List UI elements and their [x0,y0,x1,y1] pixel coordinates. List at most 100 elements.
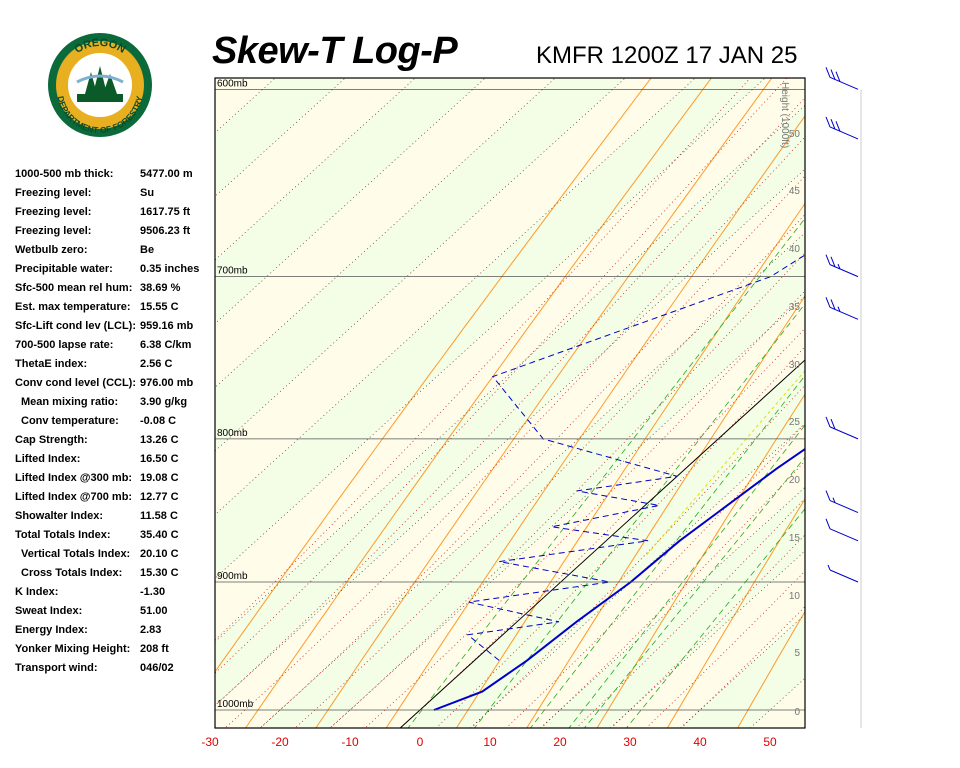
index-row: Sfc-Lift cond lev (LCL): 959.16 mb [15,320,210,339]
height-tick-label: 40 [789,244,801,255]
isotherm-band [215,78,626,451]
wind-barb [825,416,859,440]
wind-barb [827,564,859,583]
index-value: 12.77 C [140,491,179,503]
plot-frame [214,77,806,729]
temperature-tick-label: 40 [693,735,707,749]
index-label: Conv cond level (CCL): [15,377,137,389]
index-label: Lifted Index: [15,453,81,465]
index-value: 5477.00 m [140,168,193,180]
index-label: Cross Totals Index: [21,567,123,579]
index-row: Conv cond level (CCL): 976.00 mb [15,377,210,396]
index-row: Lifted Index: 16.50 C [15,453,210,472]
indices-panel: 1000-500 mb thick: 5477.00 m Freezing leve… [15,168,210,681]
wind-barb [825,490,859,513]
height-tick-label: 50 [789,129,801,140]
index-row: Cross Totals Index: 15.30 C [15,567,210,586]
index-row: 700-500 lapse rate: 6.38 C/km [15,339,210,358]
index-label: Mean mixing ratio: [21,396,119,408]
dewpoint-line [466,254,805,661]
index-value: 11.58 C [140,510,178,522]
index-value: 20.10 C [140,548,179,560]
index-value: 13.26 C [140,434,179,446]
index-row: Precipitable water: 0.35 inches [15,263,210,282]
isotherm-band [750,678,805,728]
wind-barb [825,67,859,90]
index-label: Wetbulb zero: [15,244,88,256]
dry-adiabat [927,0,960,768]
index-value: 35.40 C [140,529,179,541]
index-label: Showalter Index: [15,510,104,522]
index-label: Vertical Totals Index: [21,548,131,560]
wind-barb [825,254,859,278]
dry-adiabat [315,78,773,728]
index-value: -0.08 C [140,415,177,427]
index-row: Mean mixing ratio: 3.90 g/kg [15,396,210,415]
height-tick-label: 20 [789,475,801,486]
dry-adiabat [385,115,805,728]
height-tick-label: 5 [794,648,800,659]
index-label: Freezing level: [15,187,92,199]
index-row: Vertical Totals Index: 20.10 C [15,548,210,567]
dry-adiabat [215,78,652,673]
index-row: Est. max temperature: 15.55 C [15,301,210,320]
temperature-tick-label: 30 [623,735,637,749]
wind-barb [825,116,859,140]
svg-text:OREGON: OREGON [73,37,128,56]
index-label: Yonker Mixing Height: [15,643,131,655]
isotherm-band [215,105,805,706]
dry-adiabat [666,498,805,728]
index-label: 1000-500 mb thick: [15,168,114,180]
index-label: Sfc-Lift cond lev (LCL): [15,320,136,332]
index-label: Sweat Index: [15,605,83,617]
dry-adiabat [244,78,713,728]
isotherm-band [610,550,805,728]
height-tick-label: 15 [789,533,801,544]
index-label: Lifted Index @700 mb: [15,491,133,503]
index-label: Freezing level: [15,225,92,237]
index-row: Freezing level: Su [15,187,210,206]
index-value: 046/02 [140,662,174,674]
temperature-tick-label: 20 [553,735,567,749]
height-tick-label: 0 [794,707,800,718]
temperature-tick-label: -30 [201,735,219,749]
pressure-label: 700mb [217,266,248,277]
index-label: 700-500 lapse rate: [15,339,114,351]
index-row: Freezing level: 9506.23 ft [15,225,210,244]
index-label: Cap Strength: [15,434,88,446]
index-value: 2.83 [140,624,162,636]
index-label: K Index: [15,586,59,598]
index-value: Su [140,187,155,199]
index-value: 208 ft [140,643,169,655]
pressure-label: 900mb [217,571,248,582]
index-row: Energy Index: 2.83 [15,624,210,643]
index-value: 6.38 C/km [140,339,192,351]
index-value: -1.30 [140,586,166,598]
wind-barb [825,297,859,320]
index-row: Sweat Index: 51.00 [15,605,210,624]
index-label: Est. max temperature: [15,301,131,313]
index-row: Total Totals Index: 35.40 C [15,529,210,548]
index-row: Freezing level: 1617.75 ft [15,206,210,225]
height-tick-label: 10 [789,591,801,602]
chart-title: Skew-T Log-P [212,30,458,72]
index-value: Be [140,244,155,256]
temperature-tick-label: 50 [763,735,777,749]
index-value: 976.00 mb [140,377,194,389]
index-row: Showalter Index: 11.58 C [15,510,210,529]
height-axis-title: Height (1000ft) [779,82,790,148]
index-row: K Index: -1.30 [15,586,210,605]
height-tick-label: 30 [789,360,801,371]
dry-adiabat [596,393,805,728]
dry-adiabat [526,295,805,728]
dry-adiabat [455,202,805,728]
isotherm-band [215,169,805,728]
index-row: Sfc-500 mean rel hum: 38.69 % [15,282,210,301]
index-label: Sfc-500 mean rel hum: [15,282,133,294]
index-value: 15.55 C [140,301,179,313]
index-label: Precipitable water: [15,263,113,275]
index-label: ThetaE index: [15,358,88,370]
